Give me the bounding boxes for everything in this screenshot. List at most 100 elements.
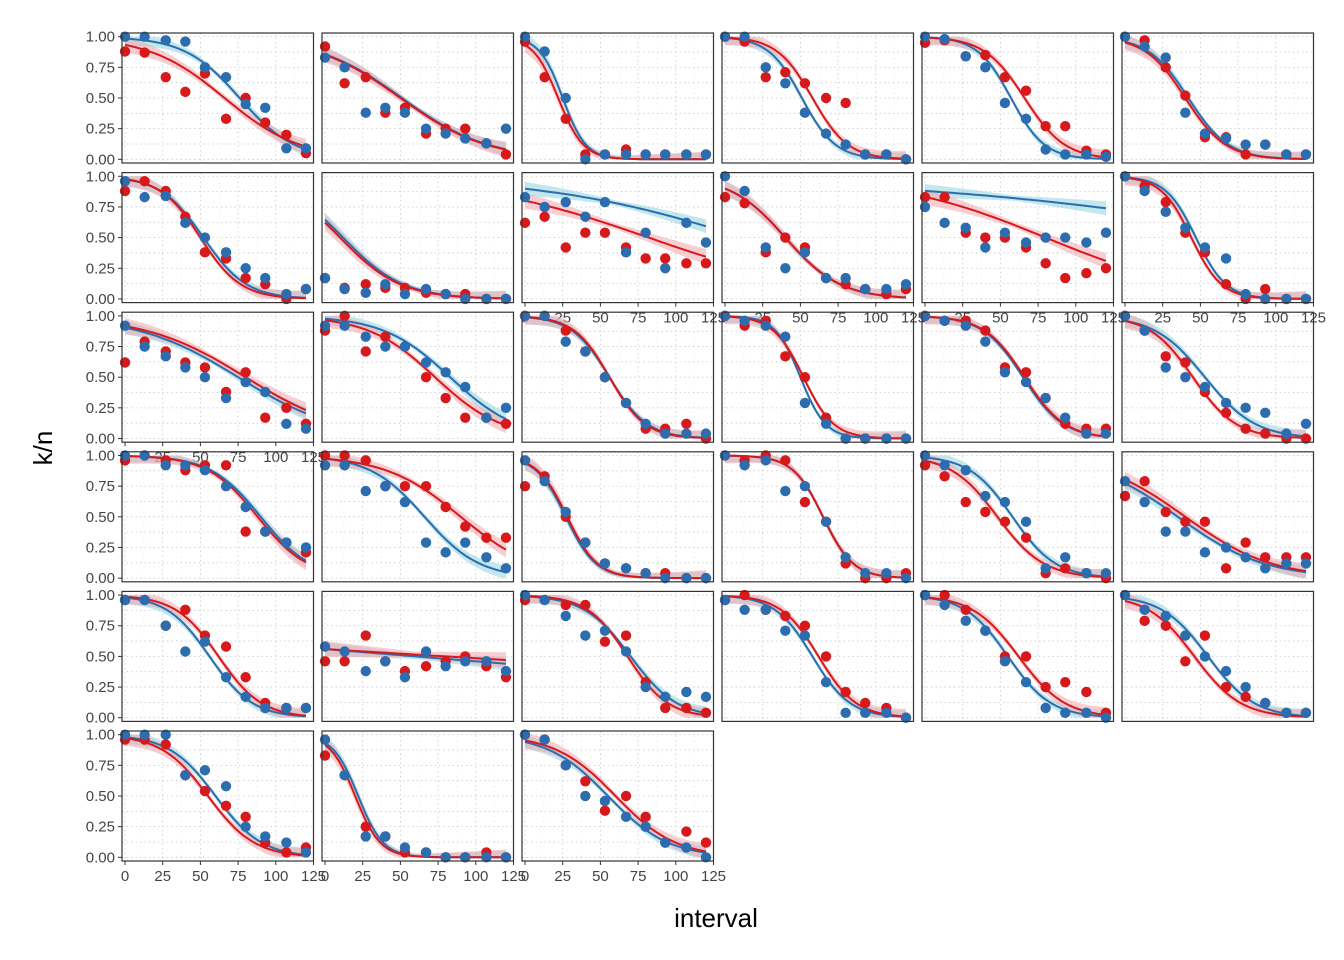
blue-data-point — [840, 272, 851, 284]
red-data-point — [1060, 563, 1071, 574]
blue-data-point — [1139, 496, 1150, 508]
blue-data-point — [1180, 372, 1191, 383]
blue-data-point — [681, 217, 692, 229]
blue-data-point — [481, 552, 492, 563]
panel-border — [921, 32, 1115, 164]
blue-data-point — [900, 433, 912, 444]
blue-data-point — [420, 537, 432, 548]
red-data-point — [1020, 532, 1032, 543]
red-data-point — [240, 272, 251, 284]
blue-data-point — [1180, 222, 1191, 233]
y-tick-label: 0.75 — [86, 757, 115, 774]
blue-data-point — [281, 702, 292, 714]
facet-panel-28 — [719, 589, 915, 723]
x-tick-label: 100 — [663, 868, 688, 885]
blue-data-point — [220, 672, 232, 683]
blue-data-point — [980, 242, 991, 253]
blue-data-point — [1160, 610, 1171, 622]
blue-data-point — [420, 646, 432, 657]
blue-data-point — [160, 35, 171, 46]
x-tick-label: 25 — [554, 868, 571, 885]
blue-data-point — [539, 310, 550, 322]
blue-data-point — [339, 283, 350, 295]
panel-border — [521, 311, 715, 443]
red-fit-line — [324, 457, 507, 551]
blue-data-point — [1100, 227, 1112, 238]
blue-data-point — [560, 336, 571, 347]
blue-data-point — [500, 852, 512, 863]
red-data-point — [840, 97, 851, 109]
blue-data-point — [820, 676, 832, 688]
red-data-point — [560, 599, 571, 611]
facet-panel-30 — [1119, 589, 1315, 723]
red-fit-line — [124, 455, 307, 564]
blue-confidence-ribbon — [1125, 176, 1306, 299]
red-data-point — [160, 71, 171, 83]
facet-panel-24 — [1119, 451, 1315, 583]
blue-data-point — [900, 279, 912, 290]
blue-data-point — [1281, 428, 1292, 439]
blue-data-point — [1060, 232, 1071, 243]
blue-data-point — [799, 107, 811, 118]
blue-data-point — [180, 646, 191, 657]
red-data-point — [119, 357, 131, 368]
red-fit-line — [724, 36, 907, 160]
blue-data-point — [660, 691, 671, 703]
blue-data-point — [1199, 128, 1211, 139]
blue-data-point — [960, 320, 971, 331]
blue-confidence-ribbon — [325, 736, 506, 858]
blue-data-point — [939, 315, 950, 326]
blue-data-point — [460, 133, 471, 144]
red-data-point — [199, 247, 211, 258]
blue-data-point — [281, 288, 292, 300]
panel-border — [721, 451, 915, 583]
blue-confidence-ribbon — [725, 595, 906, 718]
panel-border — [921, 590, 1115, 723]
panel-border — [321, 730, 515, 862]
y-tick-label: 1.00 — [86, 168, 115, 185]
red-fit-line — [724, 187, 907, 299]
red-data-point — [939, 589, 950, 601]
blue-data-point — [840, 433, 851, 444]
y-tick-label: 0.25 — [86, 679, 115, 696]
red-data-point — [399, 480, 411, 492]
red-data-point — [220, 641, 232, 652]
blue-data-point — [139, 341, 150, 352]
blue-data-point — [460, 381, 471, 393]
blue-data-point — [881, 283, 892, 295]
blue-data-point — [380, 831, 391, 842]
x-tick-label: 50 — [592, 868, 609, 885]
blue-data-point — [960, 222, 971, 233]
x-tick-label: 0 — [321, 868, 329, 885]
blue-data-point — [481, 852, 492, 863]
blue-fit-line — [924, 189, 1107, 210]
blue-data-point — [1160, 52, 1171, 63]
blue-confidence-ribbon — [525, 595, 706, 718]
blue-data-point — [180, 769, 191, 781]
blue-data-point — [180, 217, 191, 229]
blue-data-point — [760, 242, 771, 253]
red-confidence-ribbon — [925, 315, 1106, 439]
red-confidence-ribbon — [725, 595, 906, 718]
red-data-point — [260, 412, 271, 423]
red-fit-line — [324, 319, 507, 427]
red-data-point — [519, 480, 531, 492]
blue-data-point — [300, 143, 312, 154]
y-tick-label: 0.00 — [86, 151, 115, 168]
blue-data-point — [860, 149, 871, 160]
red-data-point — [119, 46, 131, 57]
facet-panel-23 — [919, 450, 1115, 584]
blue-data-point — [881, 568, 892, 579]
red-data-point — [281, 129, 292, 140]
x-tick-label: 125 — [301, 868, 326, 885]
blue-data-point — [220, 247, 232, 258]
red-data-point — [919, 191, 931, 203]
red-data-point — [360, 279, 371, 290]
blue-data-point — [799, 397, 811, 409]
y-tick-label: 0.25 — [86, 121, 115, 138]
blue-confidence-ribbon — [125, 176, 306, 299]
blue-data-point — [1100, 712, 1112, 723]
blue-data-point — [160, 460, 171, 471]
red-data-point — [799, 372, 811, 383]
